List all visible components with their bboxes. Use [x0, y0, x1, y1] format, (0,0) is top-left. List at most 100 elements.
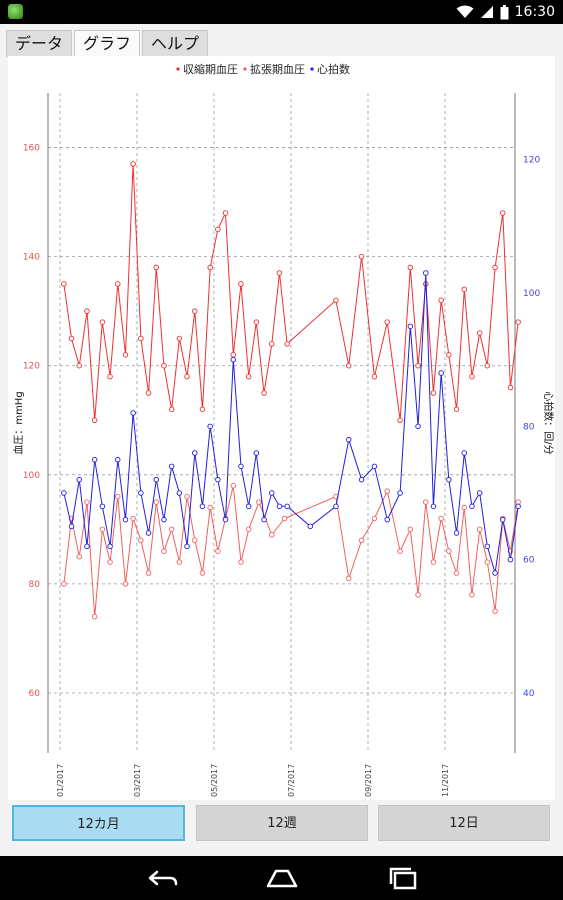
data-point	[245, 526, 252, 533]
data-point	[191, 308, 198, 314]
data-point	[107, 373, 113, 380]
y-right-tick-label: 100	[523, 289, 540, 299]
data-point	[256, 499, 262, 505]
data-point	[438, 297, 444, 304]
x-tick-label: 01/2017	[56, 764, 65, 797]
data-point	[145, 570, 152, 576]
data-point	[492, 264, 498, 271]
recents-icon[interactable]	[383, 864, 423, 892]
data-point	[253, 319, 260, 325]
tab-data[interactable]: データ	[6, 30, 73, 57]
data-point	[438, 370, 444, 376]
data-point	[461, 504, 468, 511]
data-point	[397, 417, 403, 424]
y-right-tick-label: 80	[523, 422, 535, 432]
data-point	[333, 503, 339, 510]
data-point	[130, 161, 136, 167]
data-point	[484, 559, 491, 565]
data-point	[84, 308, 90, 314]
data-point	[446, 352, 452, 358]
data-point	[161, 362, 167, 369]
data-point	[176, 490, 183, 496]
legend-item: 収縮期血圧	[183, 62, 238, 76]
data-point	[215, 476, 221, 483]
home-icon[interactable]	[262, 864, 302, 892]
range-12-days-button[interactable]: 12日	[378, 805, 550, 841]
data-point	[333, 297, 339, 304]
data-point	[91, 417, 98, 424]
data-point	[515, 319, 521, 325]
data-point	[484, 362, 491, 369]
data-point	[261, 516, 267, 523]
legend-item: 心拍数	[317, 62, 350, 76]
data-point	[184, 373, 190, 380]
data-point	[500, 210, 506, 216]
data-point	[461, 450, 468, 456]
y-left-tick-label: 100	[23, 471, 40, 481]
data-point	[76, 476, 82, 483]
data-point	[453, 570, 460, 576]
data-point	[199, 570, 206, 576]
range-12-months-button[interactable]: 12カ月	[12, 805, 185, 841]
data-point	[500, 516, 506, 523]
data-point	[153, 264, 159, 271]
data-point	[307, 523, 314, 530]
data-point	[191, 450, 198, 456]
data-point	[238, 559, 244, 565]
data-point	[397, 490, 403, 496]
wifi-icon	[456, 5, 474, 18]
status-bar: 16:30	[0, 0, 563, 24]
data-point	[199, 406, 206, 413]
data-point	[430, 503, 437, 510]
data-point	[469, 373, 475, 380]
data-point	[269, 490, 275, 496]
tab-graph[interactable]: グラフ	[74, 30, 141, 57]
data-point	[423, 499, 429, 505]
data-point	[76, 362, 82, 369]
x-tick-label: 07/2017	[287, 764, 296, 797]
data-point	[222, 210, 229, 216]
data-point	[176, 559, 183, 565]
data-point	[469, 503, 475, 510]
data-point	[215, 226, 221, 233]
data-point	[84, 499, 90, 505]
back-icon[interactable]	[142, 864, 182, 892]
data-point	[430, 390, 437, 396]
data-point	[68, 523, 75, 530]
data-point	[245, 503, 252, 510]
data-point	[446, 476, 452, 483]
data-point	[397, 548, 403, 554]
data-point	[507, 556, 514, 563]
data-point	[238, 281, 244, 287]
tab-help[interactable]: ヘルプ	[142, 30, 209, 57]
data-point	[453, 530, 460, 536]
data-point	[253, 450, 260, 456]
data-point	[91, 456, 98, 463]
data-point	[346, 575, 352, 582]
data-point	[91, 613, 98, 620]
data-point	[122, 581, 129, 587]
data-point	[284, 341, 290, 347]
data-point	[371, 373, 378, 380]
data-point	[269, 341, 275, 347]
status-time: 16:30	[514, 4, 555, 20]
data-point	[415, 362, 421, 369]
data-point	[99, 319, 106, 325]
tab-bar: データ グラフ ヘルプ	[6, 30, 210, 57]
data-point	[168, 463, 175, 470]
data-point	[515, 503, 521, 510]
data-point	[446, 548, 452, 554]
y-right-tick-label: 40	[523, 689, 535, 699]
data-point	[153, 476, 159, 483]
range-12-weeks-button[interactable]: 12週	[196, 805, 368, 841]
data-point	[107, 559, 113, 565]
data-point	[476, 490, 483, 496]
data-point	[269, 532, 275, 538]
data-point	[384, 516, 391, 523]
navigation-bar	[0, 856, 563, 900]
data-point	[230, 356, 236, 363]
x-tick-label: 11/2017	[441, 764, 450, 797]
legend-marker	[310, 67, 314, 71]
data-point	[430, 559, 437, 565]
data-point	[99, 526, 106, 533]
